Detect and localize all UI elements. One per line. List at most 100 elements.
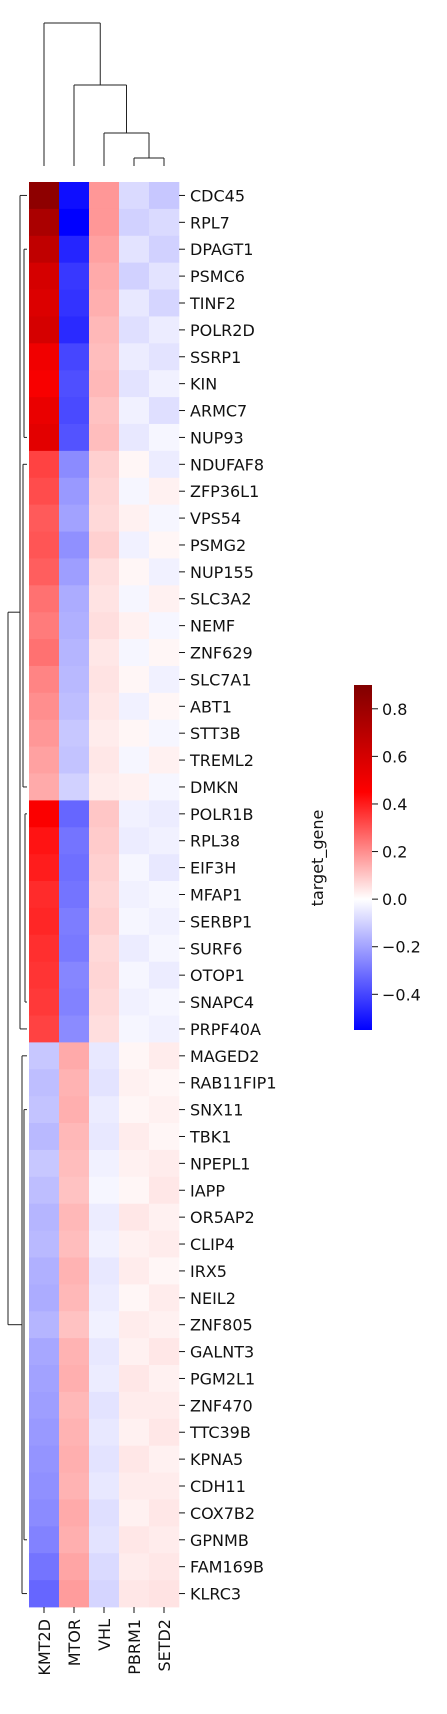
heatmap-cell [89, 1365, 120, 1393]
row-labels: CDC45 RPL7 DPAGT1 PSMC6 TINF2 POLR2D SSRP1 KIN A… [179, 186, 277, 1604]
heatmap-cell [149, 316, 180, 344]
heatmap-cell [59, 719, 90, 748]
heatmap-cell [89, 1311, 120, 1339]
heatmap-cell [149, 746, 180, 774]
heatmap-cell [149, 289, 180, 317]
heatmap-cell [29, 1015, 60, 1043]
heatmap-cell [29, 1257, 60, 1285]
column-dendrogram [43, 22, 165, 166]
heatmap-cell [119, 1418, 150, 1447]
heatmap-cell [59, 1311, 90, 1339]
heatmap-cell [59, 1499, 90, 1527]
heatmap-cell [119, 531, 150, 559]
heatmap-cell [149, 612, 180, 640]
heatmap-cell [89, 1338, 120, 1366]
heatmap-cell [149, 450, 180, 479]
heatmap-cell [149, 1123, 180, 1151]
heatmap-cell [59, 1096, 90, 1124]
heatmap-cell [29, 504, 60, 532]
row-label: NEMF [190, 617, 235, 636]
heatmap-cell [59, 1391, 90, 1420]
heatmap-cell [29, 1311, 60, 1339]
heatmap-cell [119, 1257, 150, 1285]
heatmap-cell [59, 854, 90, 882]
row-label: TREML2 [189, 751, 254, 770]
heatmap-cell [29, 612, 60, 640]
heatmap-cell [149, 1203, 180, 1231]
column-labels: KMT2D MTOR VHL PBRM1 SETD2 [35, 1607, 174, 1676]
heatmap-cell [89, 934, 120, 963]
heatmap-cell [89, 746, 120, 774]
heatmap-cell [149, 208, 180, 237]
heatmap-cell [119, 988, 150, 1016]
heatmap-cell [119, 1499, 150, 1527]
heatmap-cell [89, 1391, 120, 1420]
heatmap-cell [89, 1257, 120, 1285]
heatmap-cell [119, 719, 150, 748]
heatmap-cell [29, 665, 60, 694]
heatmap-cell [59, 343, 90, 371]
heatmap-cell [59, 1015, 90, 1043]
heatmap-cell [119, 746, 150, 774]
heatmap-cell [29, 1580, 60, 1608]
heatmap-cell [59, 961, 90, 990]
heatmap-cell [119, 907, 150, 936]
row-label: RAB11FIP1 [190, 1074, 277, 1093]
heatmap-cell [59, 773, 90, 801]
heatmap-cell [119, 1042, 150, 1070]
heatmap-cell [59, 531, 90, 559]
row-label: ZNF629 [190, 644, 253, 663]
heatmap-cell [59, 450, 90, 479]
heatmap-cell [89, 182, 120, 210]
heatmap-cell [119, 934, 150, 963]
heatmap-cell [149, 692, 180, 721]
heatmap-cell [89, 1418, 120, 1447]
heatmap-cell [149, 504, 180, 532]
heatmap-cell [59, 1230, 90, 1258]
heatmap-cell [119, 182, 150, 210]
heatmap-cell [29, 235, 60, 264]
heatmap-cell [119, 1069, 150, 1097]
heatmap-cell [89, 639, 120, 667]
heatmap-cell [59, 1069, 90, 1097]
heatmap-cell [89, 1149, 120, 1178]
heatmap-cell [89, 397, 120, 425]
heatmap-cell [149, 1311, 180, 1339]
heatmap-cell [29, 182, 60, 210]
heatmap-cell [59, 1472, 90, 1500]
colorbar-tick-label: −0.4 [382, 985, 421, 1004]
heatmap-cell [29, 1123, 60, 1151]
heatmap-cell [59, 1176, 90, 1205]
heatmap-cell [59, 612, 90, 640]
row-label: GPNMB [190, 1531, 249, 1550]
heatmap-cell [59, 881, 90, 909]
heatmap-cell [149, 1580, 180, 1608]
heatmap-cell [119, 612, 150, 640]
heatmap-cell [119, 1338, 150, 1366]
heatmap-cell [29, 934, 60, 963]
heatmap-cell [59, 1203, 90, 1231]
heatmap-cell [149, 397, 180, 425]
heatmap-cell [59, 827, 90, 855]
row-label: SNX11 [190, 1101, 243, 1120]
heatmap-cell [89, 1553, 120, 1581]
heatmap-cell [29, 988, 60, 1016]
row-label: TINF2 [189, 294, 236, 313]
heatmap-cell [89, 719, 120, 748]
heatmap-cell [149, 1526, 180, 1554]
heatmap-cell [59, 746, 90, 774]
heatmap-cell [119, 800, 150, 828]
heatmap-cell [29, 531, 60, 559]
heatmap-cell [59, 665, 90, 694]
heatmap-cell [29, 1042, 60, 1070]
heatmap-cell [119, 1391, 150, 1420]
row-label: SURF6 [190, 939, 242, 958]
heatmap-cell [149, 1042, 180, 1070]
heatmap-cell [89, 208, 120, 237]
row-label: MAGED2 [190, 1047, 259, 1066]
heatmap-cell [149, 907, 180, 936]
heatmap-cell [59, 1284, 90, 1312]
row-label: CDH11 [190, 1477, 246, 1496]
heatmap-cell [149, 423, 180, 452]
heatmap-cell [89, 558, 120, 586]
